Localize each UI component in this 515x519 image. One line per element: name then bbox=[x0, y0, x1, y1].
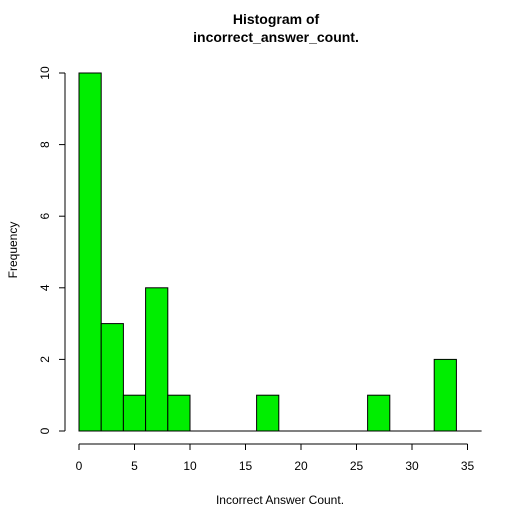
x-tick-label-7: 35 bbox=[461, 459, 475, 473]
y-axis: 0 2 4 6 8 10 bbox=[38, 66, 66, 434]
x-tick-label-6: 30 bbox=[405, 459, 419, 473]
x-tick-label-0: 0 bbox=[76, 459, 83, 473]
y-tick-label-3: 6 bbox=[38, 213, 52, 220]
histogram-bar-2 bbox=[122, 394, 147, 432]
histogram-bar-0 bbox=[78, 72, 102, 432]
y-axis-label: Frequency bbox=[6, 222, 20, 279]
x-axis: 0 5 10 15 20 25 30 35 bbox=[76, 443, 475, 473]
x-tick-label-4: 20 bbox=[294, 459, 308, 473]
y-tick-label-2: 4 bbox=[38, 284, 52, 291]
y-tick-label-5: 10 bbox=[38, 66, 52, 80]
histogram-bar-3 bbox=[145, 287, 169, 432]
histogram-bar-1 bbox=[100, 323, 124, 432]
y-tick-label-1: 2 bbox=[38, 356, 52, 363]
x-tick-label-3: 15 bbox=[239, 459, 253, 473]
x-tick-label-5: 25 bbox=[350, 459, 364, 473]
bars-group bbox=[78, 72, 457, 432]
x-axis-label: Incorrect Answer Count. bbox=[216, 493, 344, 507]
histogram-bar-16 bbox=[433, 358, 457, 432]
x-tick-label-1: 5 bbox=[131, 459, 138, 473]
chart-title-line-2: incorrect_answer_count. bbox=[193, 29, 359, 45]
chart-title-line-1: Histogram of bbox=[233, 11, 320, 27]
x-tick-label-2: 10 bbox=[183, 459, 197, 473]
histogram-bar-13 bbox=[367, 394, 391, 432]
histogram-bar-8 bbox=[256, 394, 280, 432]
y-tick-label-0: 0 bbox=[38, 427, 52, 434]
histogram-bar-4 bbox=[167, 394, 191, 432]
y-tick-label-4: 8 bbox=[38, 141, 52, 148]
